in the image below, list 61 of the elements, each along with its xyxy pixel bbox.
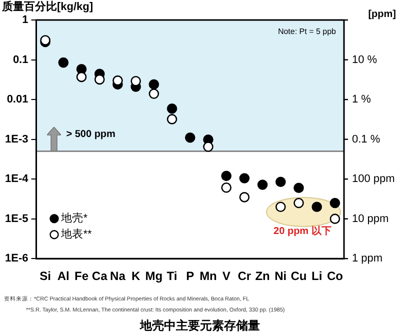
point — [166, 114, 178, 124]
y-tick-label: 1E-3 — [4, 133, 28, 146]
y-tick-label: 0.01 — [6, 94, 28, 106]
point — [94, 74, 105, 85]
x-tick-label: Li — [312, 269, 322, 284]
point — [294, 182, 304, 194]
text: 1 ppm — [352, 252, 383, 265]
text: 0.1 % — [352, 133, 380, 146]
x-tick-label: Ti — [166, 269, 178, 284]
x-tick-label: Al — [57, 269, 70, 284]
point — [221, 182, 232, 193]
x-tick-label: Cr — [238, 269, 252, 284]
text: 地壳中主要元素存储量 — [139, 318, 260, 332]
y2-axis-title: [ppm] — [368, 8, 396, 20]
point — [221, 170, 232, 182]
point — [58, 57, 69, 68]
x-tick-label: Mg — [145, 269, 163, 284]
point — [312, 202, 322, 212]
x-tick-label: Na — [110, 269, 126, 284]
point — [239, 173, 250, 184]
x-tick-label: Fe — [74, 269, 89, 284]
point — [257, 180, 268, 190]
x-tick-label: Cu — [290, 269, 307, 284]
legend-label: 地表** — [60, 228, 93, 241]
y-tick-label: 1E-4 — [4, 173, 30, 186]
x-tick-label: Co — [326, 269, 343, 284]
y-tick-label: 0.1 — [12, 54, 28, 66]
annotation: 20 ppm 以下 — [274, 224, 332, 237]
point — [112, 75, 123, 86]
point — [330, 214, 340, 224]
y-tick-label: 1E-6 — [4, 252, 28, 265]
point — [148, 88, 160, 99]
point — [184, 132, 196, 143]
band-label: > 500 ppm — [66, 129, 116, 140]
y-tick-label: 1 — [22, 14, 28, 26]
annotation: Note: Pt = 5 ppb — [278, 27, 337, 36]
point — [148, 79, 160, 90]
y-axis-title: 质量百分比[kg/kg] — [1, 0, 94, 14]
legend-label: 地壳* — [60, 212, 88, 225]
text: 10 % — [352, 54, 378, 66]
x-tick-label: K — [131, 269, 140, 284]
text: 1 % — [352, 94, 372, 106]
point — [294, 198, 304, 208]
point — [76, 72, 87, 82]
point — [203, 142, 214, 152]
point — [166, 103, 178, 114]
text: 10 ppm — [352, 212, 389, 225]
point — [275, 202, 286, 212]
x-tick-label: Zn — [255, 269, 270, 284]
x-tick-label: Ca — [92, 269, 108, 284]
point — [330, 198, 340, 208]
point — [239, 192, 250, 202]
y-tick-label: 1E-5 — [4, 212, 28, 225]
x-tick-label: Mn — [200, 269, 217, 284]
text: 100 ppm — [352, 173, 395, 186]
x-tick-label: Si — [40, 269, 51, 284]
x-tick-label: Ni — [274, 269, 287, 284]
x-tick-label: P — [186, 269, 194, 284]
point — [130, 76, 141, 86]
point — [275, 176, 286, 188]
x-tick-label: V — [222, 269, 230, 284]
